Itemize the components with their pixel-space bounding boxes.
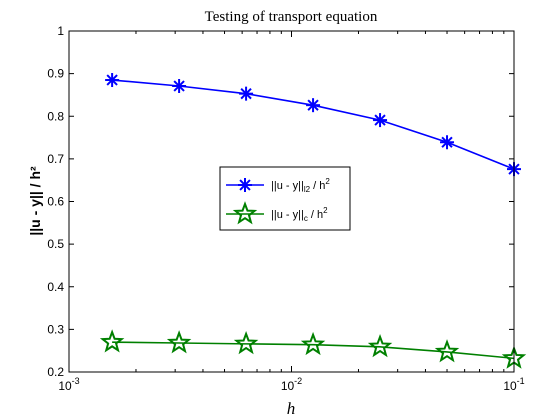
legend: ||u - y||l2 / h2 ||u - y||c / h2: [219, 166, 351, 231]
data-point: [306, 98, 321, 113]
y-tick-label: 0.9: [47, 67, 64, 81]
data-point: [166, 330, 192, 354]
asterisk-stroke: [374, 114, 386, 126]
legend-label: ||u - y||l2 / h2: [271, 177, 330, 194]
asterisk-stroke: [307, 99, 319, 111]
y-tick-label: 1: [57, 24, 64, 38]
legend-marker: [232, 201, 258, 225]
y-tick-label: 0.8: [47, 109, 64, 123]
series-1: [105, 73, 521, 177]
asterisk-stroke: [441, 136, 453, 148]
asterisk-stroke: [239, 179, 251, 191]
y-tick-label: 0.2: [47, 365, 64, 379]
legend-entry-1: ||u - y||l2 / h2: [226, 177, 330, 194]
asterisk-stroke: [240, 88, 252, 100]
data-point: [239, 86, 254, 101]
legend-label: ||u - y||c / h2: [271, 206, 328, 223]
data-point: [99, 329, 125, 353]
x-axis-label: h: [287, 399, 296, 418]
series-line: [112, 341, 515, 360]
legend-entry-2: ||u - y||c / h2: [226, 201, 328, 225]
y-tick-label: 0.6: [47, 195, 64, 209]
data-point: [373, 113, 388, 128]
data-point: [440, 135, 455, 150]
y-tick-label: 0.5: [47, 237, 64, 251]
series-2: [99, 329, 527, 369]
legend-marker: [238, 178, 252, 192]
data-layer: [99, 73, 527, 369]
legend-box: [219, 166, 351, 231]
data-point: [300, 331, 326, 356]
data-point: [233, 331, 259, 355]
data-point: [172, 78, 187, 93]
asterisk-stroke: [173, 80, 185, 92]
y-axis-label: ||u - y|| / h²: [27, 166, 43, 236]
data-point: [105, 73, 120, 88]
y-tick-label: 0.3: [47, 322, 64, 336]
data-point: [434, 339, 460, 363]
data-point: [367, 333, 393, 358]
chart-title: Testing of transport equation: [205, 9, 378, 25]
asterisk-stroke: [106, 74, 118, 86]
y-tick-label: 0.4: [47, 280, 64, 294]
y-tick-label: 0.7: [47, 152, 64, 166]
